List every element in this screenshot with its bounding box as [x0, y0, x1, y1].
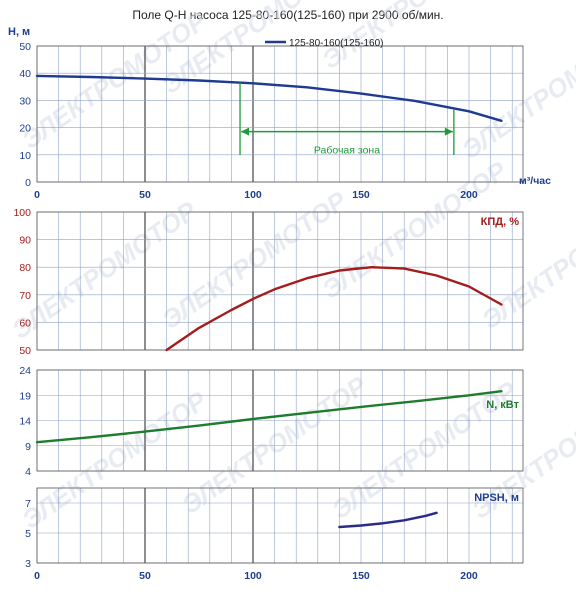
series-line-efficiency: [165, 266, 503, 352]
y-tick-label-npsh: 5: [25, 528, 31, 540]
y-tick-label-head: 10: [19, 150, 31, 162]
y-tick-label-efficiency: 70: [19, 290, 31, 302]
x-tick-label-npsh: 200: [460, 570, 478, 582]
y-tick-label-head: 20: [19, 123, 31, 135]
x-tick-label-head: 0: [34, 189, 40, 201]
panel-frame-efficiency: [36, 211, 524, 351]
x-tick-label-head: 200: [460, 189, 478, 201]
series-line-head: [35, 74, 503, 123]
working-zone-label: Рабочая зона: [314, 145, 380, 157]
y-tick-label-head: 0: [25, 177, 31, 189]
x-tick-label-head: 100: [244, 189, 262, 201]
data-layer: [35, 40, 503, 529]
panel-frame-npsh: [36, 487, 524, 564]
legend-label: 125-80-160(125-160): [289, 38, 384, 49]
y-tick-label-head: 30: [19, 95, 31, 107]
y-tick-label-efficiency: 90: [19, 235, 31, 247]
y-tick-label-npsh: 7: [25, 498, 31, 510]
x-tick-label-npsh: 0: [34, 570, 40, 582]
x-tick-label-head: 150: [352, 189, 370, 201]
y-tick-label-efficiency: 50: [19, 345, 31, 357]
series-line-power: [35, 390, 503, 444]
x-tick-label-npsh: 50: [139, 570, 151, 582]
y-axis-label-efficiency: КПД, %: [481, 216, 520, 228]
y-tick-label-efficiency: 100: [13, 207, 31, 219]
grid-layer: [36, 45, 524, 564]
panel-background-npsh: [37, 488, 523, 563]
working-zone-arrowhead-right: [444, 127, 453, 136]
y-tick-label-power: 14: [19, 416, 31, 428]
y-axis-label-npsh: NPSH, м: [474, 492, 519, 504]
y-tick-label-power: 4: [25, 466, 31, 478]
y-axis-label-head: H, м: [8, 26, 30, 38]
y-tick-label-head: 40: [19, 68, 31, 80]
y-tick-label-head: 50: [19, 41, 31, 53]
panel-frame-head: [36, 45, 524, 183]
panel-backgrounds: [37, 46, 523, 563]
y-tick-label-efficiency: 60: [19, 317, 31, 329]
x-tick-label-npsh: 100: [244, 570, 262, 582]
y-tick-label-npsh: 3: [25, 558, 31, 570]
y-tick-label-power: 19: [19, 390, 31, 402]
x-tick-label-npsh: 150: [352, 570, 370, 582]
y-tick-label-power: 24: [19, 365, 31, 377]
working-zone-arrowhead-left: [241, 127, 250, 136]
x-axis-label-head: м³/час: [519, 175, 551, 187]
y-tick-label-power: 9: [25, 441, 31, 453]
y-tick-label-efficiency: 80: [19, 262, 31, 274]
series-line-npsh: [338, 511, 438, 529]
panel-frame-power: [36, 369, 524, 472]
x-tick-label-head: 50: [139, 189, 151, 201]
y-axis-label-power: N, кВт: [486, 399, 519, 411]
chart-title: Поле Q-H насоса 125-80-160(125-160) при …: [132, 8, 444, 22]
